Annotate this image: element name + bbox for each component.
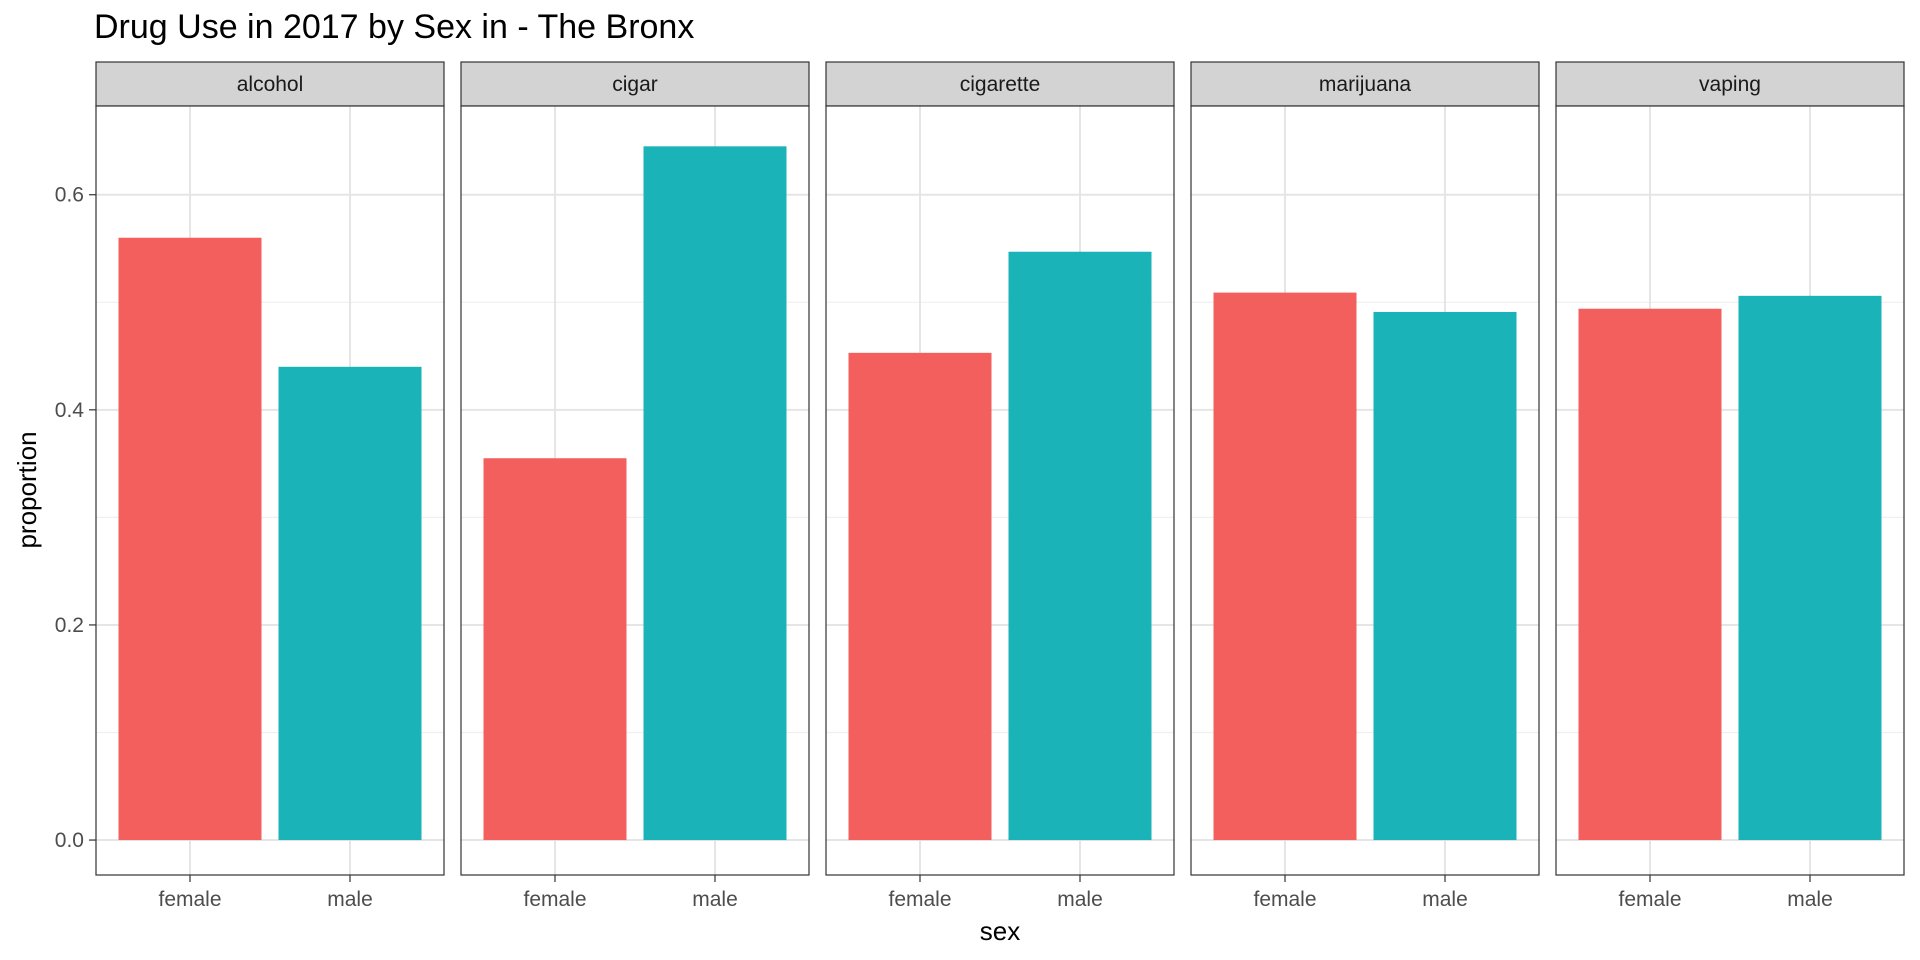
- x-tick-label: female: [158, 888, 221, 911]
- facet-strip: [1190, 61, 1540, 107]
- facet-strip-label: alcohol: [237, 73, 304, 96]
- panel-border: [825, 105, 1175, 876]
- bar-alcohol-female: [118, 237, 262, 841]
- facet-strip-label: cigar: [612, 73, 658, 96]
- bar-marijuana-female: [1213, 292, 1357, 841]
- x-tick-label: male: [1787, 888, 1833, 911]
- y-axis-label: proportion: [12, 431, 42, 548]
- bar-alcohol-male: [278, 366, 422, 841]
- x-tick-label: female: [523, 888, 586, 911]
- x-tick-label: male: [1422, 888, 1468, 911]
- bar-cigar-male: [643, 146, 787, 841]
- facet-cigar: cigar female male: [460, 61, 810, 911]
- x-tick-label: female: [888, 888, 951, 911]
- bar-vaping-female: [1578, 308, 1722, 841]
- y-tick-label: 0.4: [55, 399, 85, 422]
- chart-title: Drug Use in 2017 by Sex in - The Bronx: [94, 8, 694, 46]
- facet-marijuana: marijuana female male: [1190, 61, 1540, 911]
- facet-strip-label: marijuana: [1319, 73, 1412, 96]
- facet-strip: [95, 61, 445, 107]
- x-tick-label: female: [1618, 888, 1681, 911]
- bar-cigarette-male: [1008, 251, 1152, 841]
- facet-strip-label: cigarette: [960, 73, 1041, 96]
- bar-cigar-female: [483, 458, 627, 841]
- y-tick-label: 0.0: [55, 829, 84, 852]
- facet-strip: [825, 61, 1175, 107]
- x-tick-label: male: [327, 888, 373, 911]
- y-tick-label: 0.2: [55, 614, 84, 637]
- x-tick-label: male: [692, 888, 738, 911]
- x-tick-label: male: [1057, 888, 1103, 911]
- bar-vaping-male: [1738, 295, 1882, 841]
- facet-vaping: vaping female male: [1555, 61, 1905, 911]
- facet-strip-label: vaping: [1699, 73, 1761, 96]
- panel-border: [1190, 105, 1540, 876]
- panel-border: [1555, 105, 1905, 876]
- x-tick-label: female: [1253, 888, 1316, 911]
- panel-border: [95, 105, 445, 876]
- bar-cigarette-female: [848, 352, 992, 841]
- facet-cigarette: cigarette female male: [825, 61, 1175, 911]
- y-axis: 0.0 0.2 0.4 0.6: [55, 184, 96, 852]
- facet-strip: [1555, 61, 1905, 107]
- facet-alcohol: alcohol female male: [95, 61, 445, 911]
- y-tick-label: 0.6: [55, 184, 84, 207]
- panel-border: [460, 105, 810, 876]
- bar-marijuana-male: [1373, 311, 1517, 841]
- facet-strip: [460, 61, 810, 107]
- x-axis-label: sex: [980, 916, 1020, 946]
